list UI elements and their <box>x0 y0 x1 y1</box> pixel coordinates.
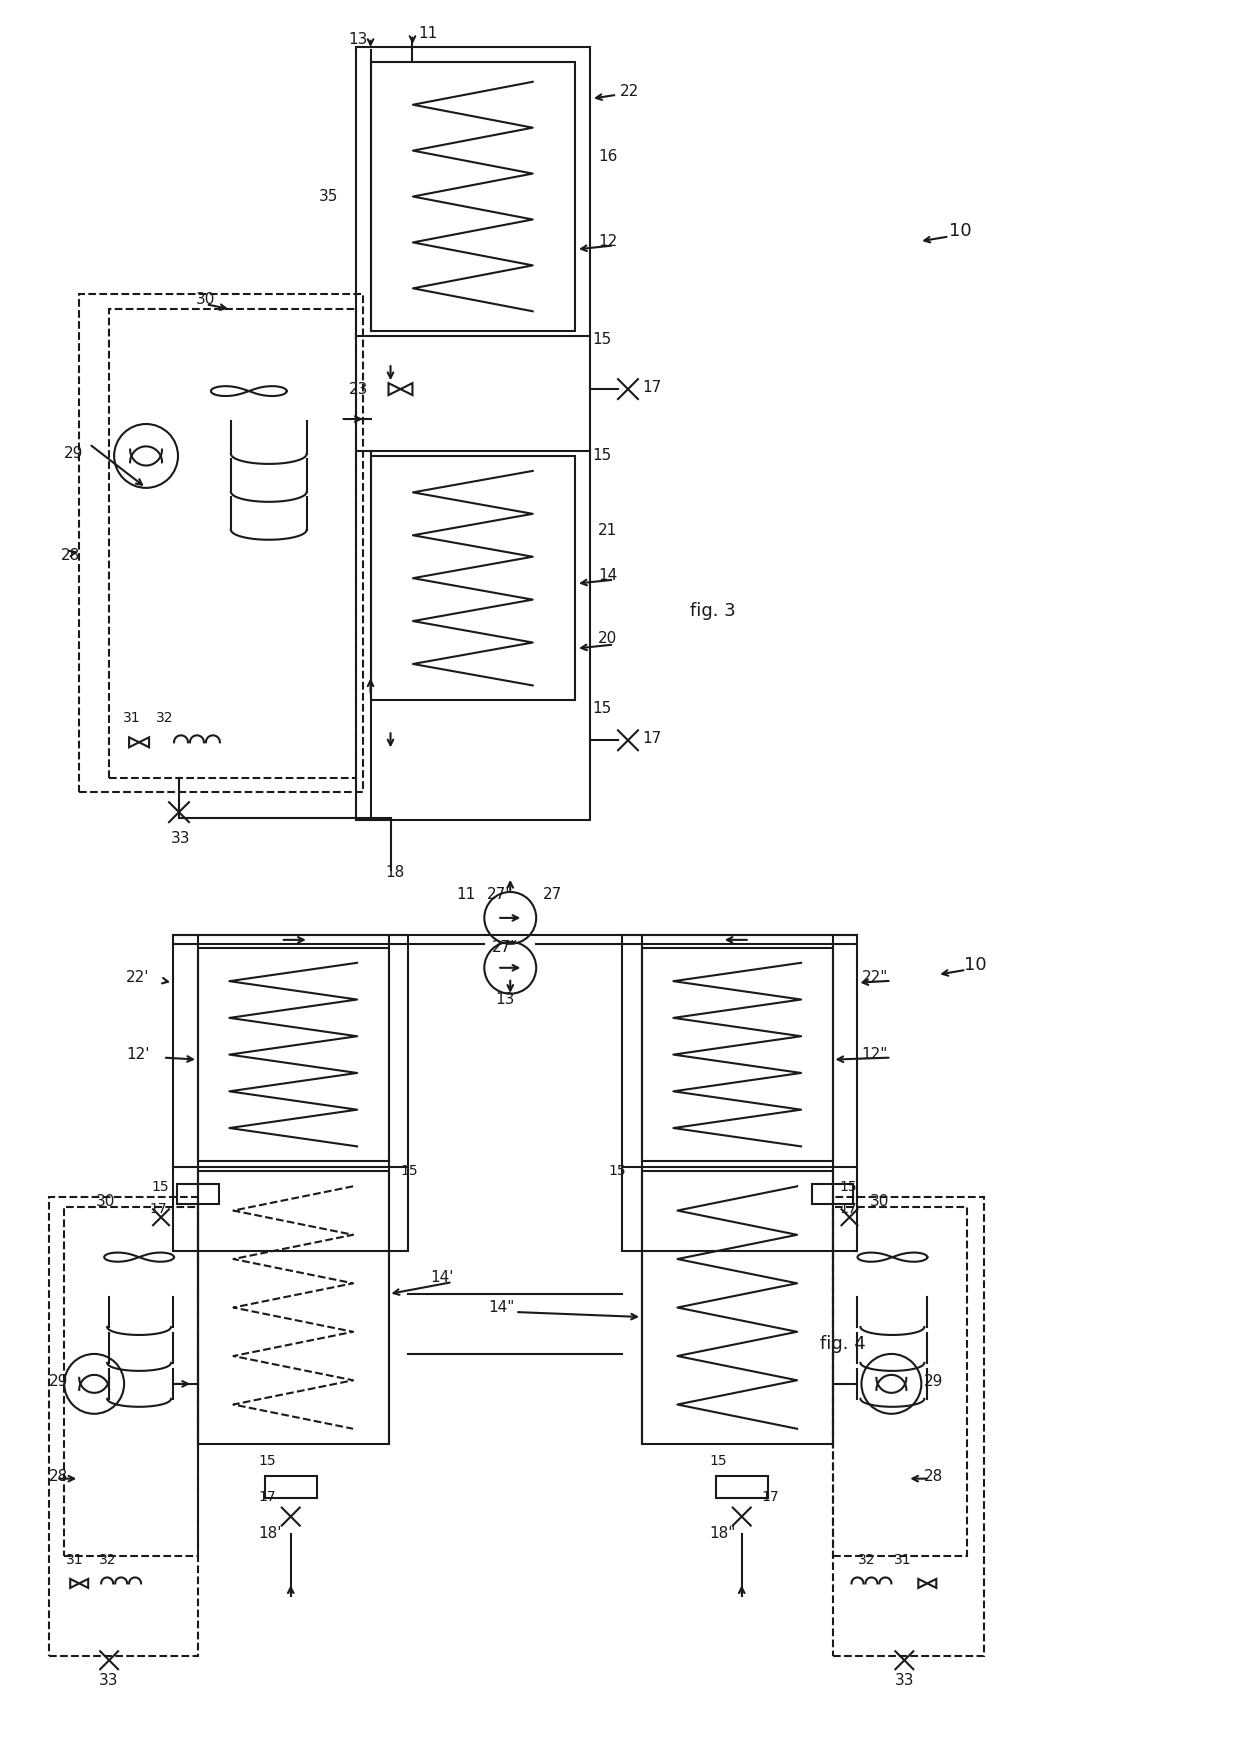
Bar <box>64 1207 198 1557</box>
Text: 15: 15 <box>151 1181 169 1195</box>
Bar <box>832 1197 985 1657</box>
Text: 28: 28 <box>924 1469 944 1485</box>
Text: 31: 31 <box>66 1553 84 1567</box>
Bar <box>642 1171 832 1444</box>
Text: 12": 12" <box>862 1048 888 1062</box>
Text: 30: 30 <box>97 1193 115 1209</box>
Text: 27': 27' <box>487 888 511 902</box>
Text: 33: 33 <box>171 830 191 846</box>
Bar <box>715 1476 768 1497</box>
Text: 15: 15 <box>591 449 611 463</box>
Text: 32: 32 <box>858 1553 875 1567</box>
Text: 20: 20 <box>598 632 618 646</box>
Text: 32: 32 <box>156 711 174 725</box>
Text: 12: 12 <box>598 233 618 249</box>
Text: 28: 28 <box>61 548 81 563</box>
Bar <box>811 1185 853 1204</box>
Text: 17: 17 <box>642 730 661 746</box>
Text: 23: 23 <box>348 381 368 397</box>
Text: 10: 10 <box>950 223 972 240</box>
Text: 29: 29 <box>64 446 83 462</box>
Text: 13: 13 <box>348 32 368 47</box>
Text: 15: 15 <box>839 1181 857 1195</box>
Text: 11: 11 <box>418 26 438 42</box>
Text: 18': 18' <box>259 1527 283 1541</box>
Text: 15: 15 <box>709 1453 728 1467</box>
Text: 29: 29 <box>924 1374 944 1390</box>
Text: 29: 29 <box>50 1374 68 1390</box>
Bar <box>265 1476 316 1497</box>
Text: fig. 4: fig. 4 <box>820 1336 866 1353</box>
Bar <box>642 948 832 1162</box>
Text: 33: 33 <box>894 1673 914 1688</box>
Text: 15: 15 <box>608 1164 626 1178</box>
Text: 10: 10 <box>965 956 987 974</box>
Text: 35: 35 <box>319 190 339 204</box>
Text: 16: 16 <box>598 149 618 165</box>
Text: 14: 14 <box>598 569 618 583</box>
Text: 15: 15 <box>259 1453 277 1467</box>
Bar <box>50 1197 198 1657</box>
Bar <box>832 1207 967 1557</box>
Text: 17: 17 <box>761 1490 779 1504</box>
Text: 22': 22' <box>126 971 150 985</box>
Text: 17: 17 <box>149 1202 166 1216</box>
Bar <box>79 295 362 792</box>
Text: 22: 22 <box>620 84 640 100</box>
Bar <box>371 61 575 332</box>
Text: fig. 3: fig. 3 <box>689 602 735 620</box>
Text: 30: 30 <box>869 1193 889 1209</box>
Text: 15: 15 <box>591 700 611 716</box>
Text: 13: 13 <box>495 992 515 1007</box>
Text: 28: 28 <box>50 1469 68 1485</box>
Bar <box>198 1171 388 1444</box>
Bar <box>622 935 858 1251</box>
Text: 11: 11 <box>456 888 476 902</box>
Text: 17: 17 <box>259 1490 277 1504</box>
Bar <box>198 948 388 1162</box>
Text: 33: 33 <box>99 1673 119 1688</box>
Text: 17: 17 <box>839 1202 857 1216</box>
Text: 21: 21 <box>598 523 618 539</box>
Text: 22": 22" <box>862 971 888 985</box>
Bar <box>174 935 408 1251</box>
Text: 27": 27" <box>492 941 518 955</box>
Bar <box>356 47 590 820</box>
Text: 18": 18" <box>709 1527 737 1541</box>
Text: 17: 17 <box>642 379 661 395</box>
Bar <box>177 1185 219 1204</box>
Text: 31: 31 <box>894 1553 911 1567</box>
Text: 18: 18 <box>386 865 404 879</box>
Text: 27: 27 <box>543 888 563 902</box>
Text: 14': 14' <box>430 1269 454 1285</box>
Text: 15: 15 <box>401 1164 418 1178</box>
Text: 31: 31 <box>123 711 141 725</box>
Text: 15: 15 <box>591 332 611 347</box>
Text: 30: 30 <box>196 291 216 307</box>
Text: 32: 32 <box>99 1553 117 1567</box>
Text: 12': 12' <box>126 1048 150 1062</box>
Bar <box>109 309 356 777</box>
Text: 14": 14" <box>489 1299 515 1314</box>
Bar <box>371 456 575 700</box>
